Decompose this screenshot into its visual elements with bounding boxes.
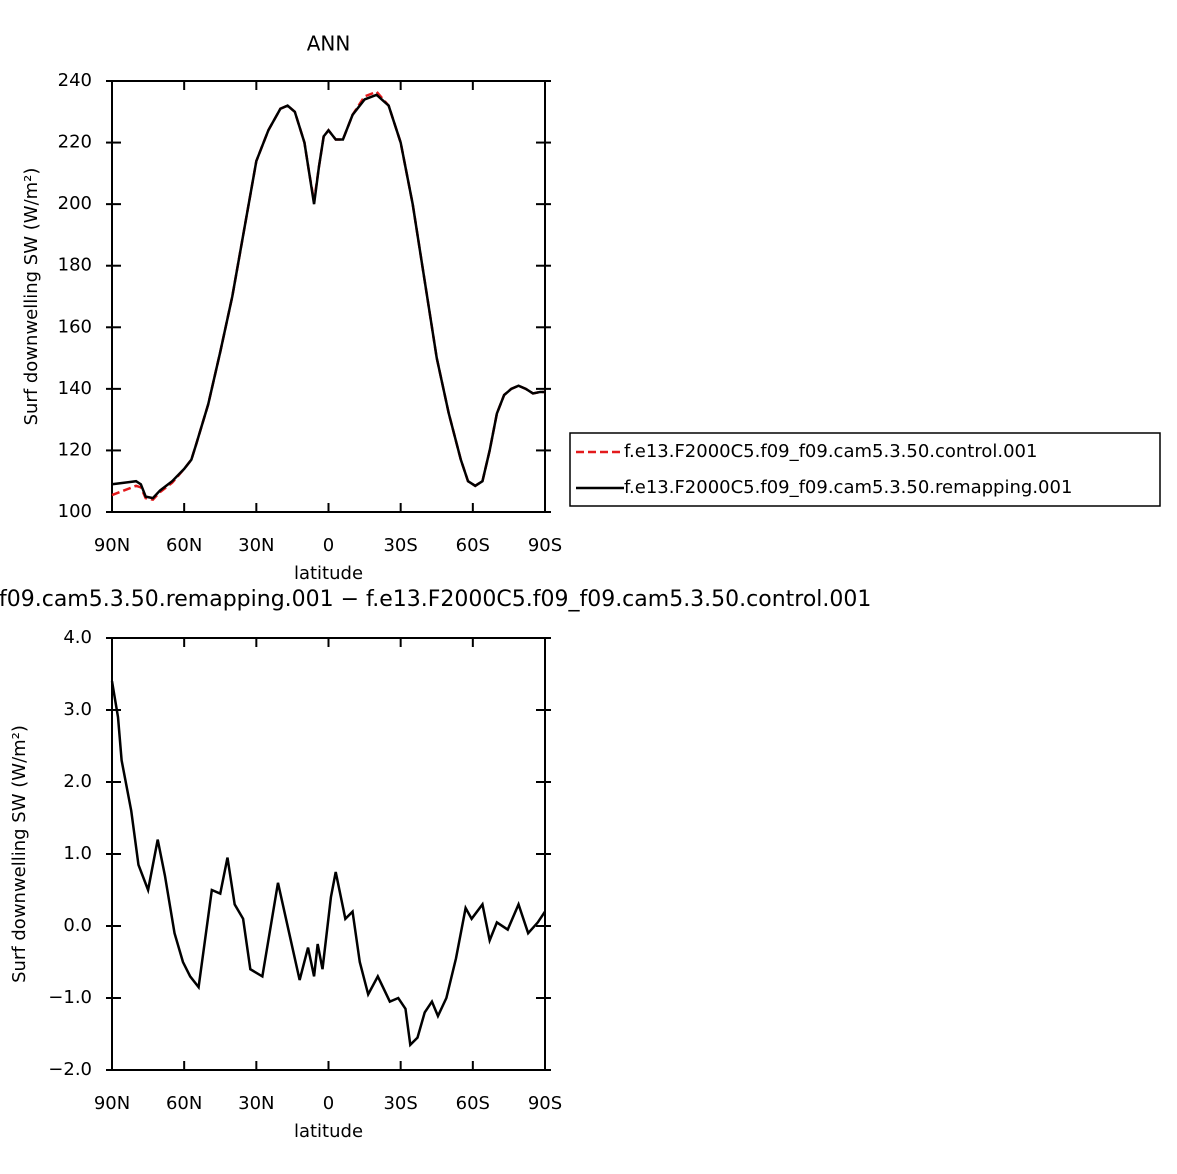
x-axis-label: latitude (294, 563, 363, 584)
x-tick-label: 90S (528, 535, 562, 556)
y-tick-label: 240 (58, 70, 92, 91)
y-tick-label: 220 (58, 132, 92, 153)
x-axis-label: latitude (294, 1121, 363, 1142)
y-tick-label: 100 (58, 501, 92, 522)
y-tick-label: 2.0 (63, 771, 92, 792)
y-tick-label: 0.0 (63, 915, 92, 936)
x-tick-label: 90N (94, 1093, 130, 1114)
y-tick-label: 140 (58, 378, 92, 399)
y-axis-label: Surf downwelling SW (W/m²) (21, 168, 42, 426)
x-tick-label: 60S (456, 1093, 490, 1114)
legend-label: f.e13.F2000C5.f09_f09.cam5.3.50.remappin… (624, 477, 1072, 498)
x-tick-label: 30S (383, 1093, 417, 1114)
chart-title: f.e13.F2000C5.f09_f09.cam5.3.50.remappin… (0, 587, 871, 612)
y-tick-label: 200 (58, 193, 92, 214)
plot-frame (111, 80, 546, 513)
x-tick-label: 30N (238, 1093, 274, 1114)
y-tick-label: −1.0 (48, 987, 92, 1008)
x-tick-label: 30N (238, 535, 274, 556)
x-tick-label: 60N (166, 535, 202, 556)
y-tick-label: 1.0 (63, 843, 92, 864)
data-line (111, 90, 545, 502)
x-tick-label: 60S (456, 535, 490, 556)
y-axis-label: Surf downwelling SW (W/m²) (9, 725, 30, 983)
legend-box (569, 432, 1161, 507)
y-tick-label: 120 (58, 439, 92, 460)
y-tick-label: −2.0 (48, 1059, 92, 1080)
y-tick-label: 3.0 (63, 699, 92, 720)
y-tick-label: 4.0 (63, 627, 92, 648)
legend-label: f.e13.F2000C5.f09_f09.cam5.3.50.control.… (624, 441, 1037, 462)
x-tick-label: 0 (323, 1093, 334, 1114)
y-tick-label: 180 (58, 255, 92, 276)
x-tick-label: 0 (323, 535, 334, 556)
y-tick-label: 160 (58, 316, 92, 337)
x-tick-label: 90N (94, 535, 130, 556)
chart-title: ANN (307, 32, 351, 56)
x-tick-label: 60N (166, 1093, 202, 1114)
data-line (111, 93, 545, 500)
x-tick-label: 90S (528, 1093, 562, 1114)
data-line (110, 680, 547, 1048)
plot-frame (111, 637, 546, 1071)
x-tick-label: 30S (383, 535, 417, 556)
